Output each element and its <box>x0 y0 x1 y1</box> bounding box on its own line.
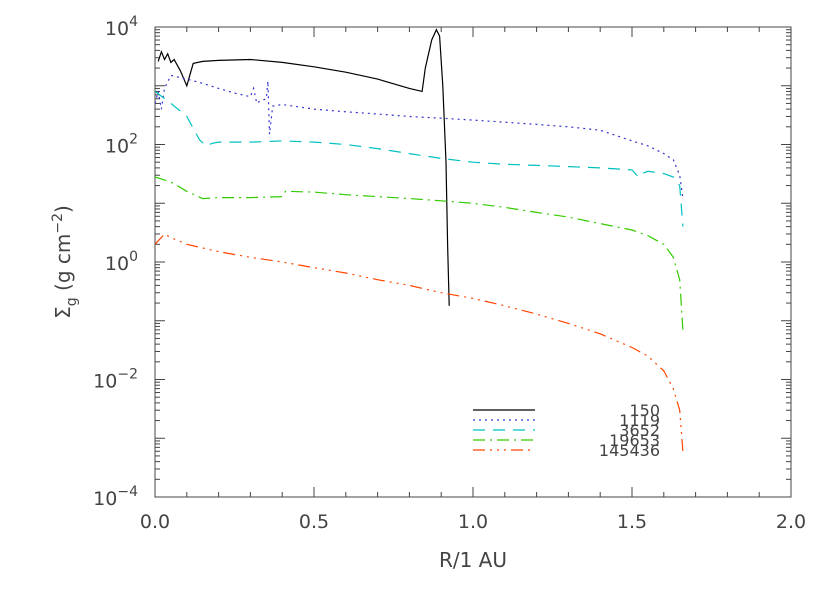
legend-label-19653: 19653 <box>609 431 660 450</box>
legend-label-150: 150 <box>629 401 660 420</box>
series-line-3652 <box>155 90 684 227</box>
x-tick-label: 2.0 <box>776 511 806 533</box>
plot-frame <box>154 26 792 498</box>
y-axis-title-sup: −2 <box>50 213 66 234</box>
x-tick-label: 0.0 <box>140 511 170 533</box>
x-tick-label: 1.5 <box>617 511 647 533</box>
y-tick-label: 10−4 <box>93 484 138 510</box>
tick-labels: 0.0 0.5 1.0 1.5 2.0 10−4 10−2 100 102 104 <box>93 14 806 533</box>
x-tick-label: 1.0 <box>458 511 488 533</box>
x-axis-title: R/1 AU <box>439 548 507 572</box>
y-tick-label: 104 <box>105 14 138 40</box>
legend-label-1119: 1119 <box>619 411 660 430</box>
y-axis-title: Σg (g cm−2) <box>50 205 80 319</box>
series-lines <box>155 28 684 452</box>
y-tick-label: 100 <box>105 249 138 275</box>
y-tick-label: 102 <box>105 132 138 158</box>
series-line-150 <box>157 28 450 306</box>
y-axis-title-close: ) <box>51 205 75 213</box>
series-line-1119 <box>155 74 684 199</box>
legend-label-145436: 145436 <box>599 441 660 460</box>
y-axis-title-open: (g cm <box>51 234 75 298</box>
legend-label-3652: 3652 <box>619 421 660 440</box>
y-tick-label: 10−2 <box>93 367 138 393</box>
y-axis-title-symbol: Σ <box>51 306 75 319</box>
series-line-19653 <box>155 176 684 330</box>
axis-ticks <box>154 26 792 498</box>
series-line-145436 <box>155 233 684 452</box>
x-tick-label: 0.5 <box>299 511 329 533</box>
y-axis-title-sub: g <box>64 297 80 306</box>
